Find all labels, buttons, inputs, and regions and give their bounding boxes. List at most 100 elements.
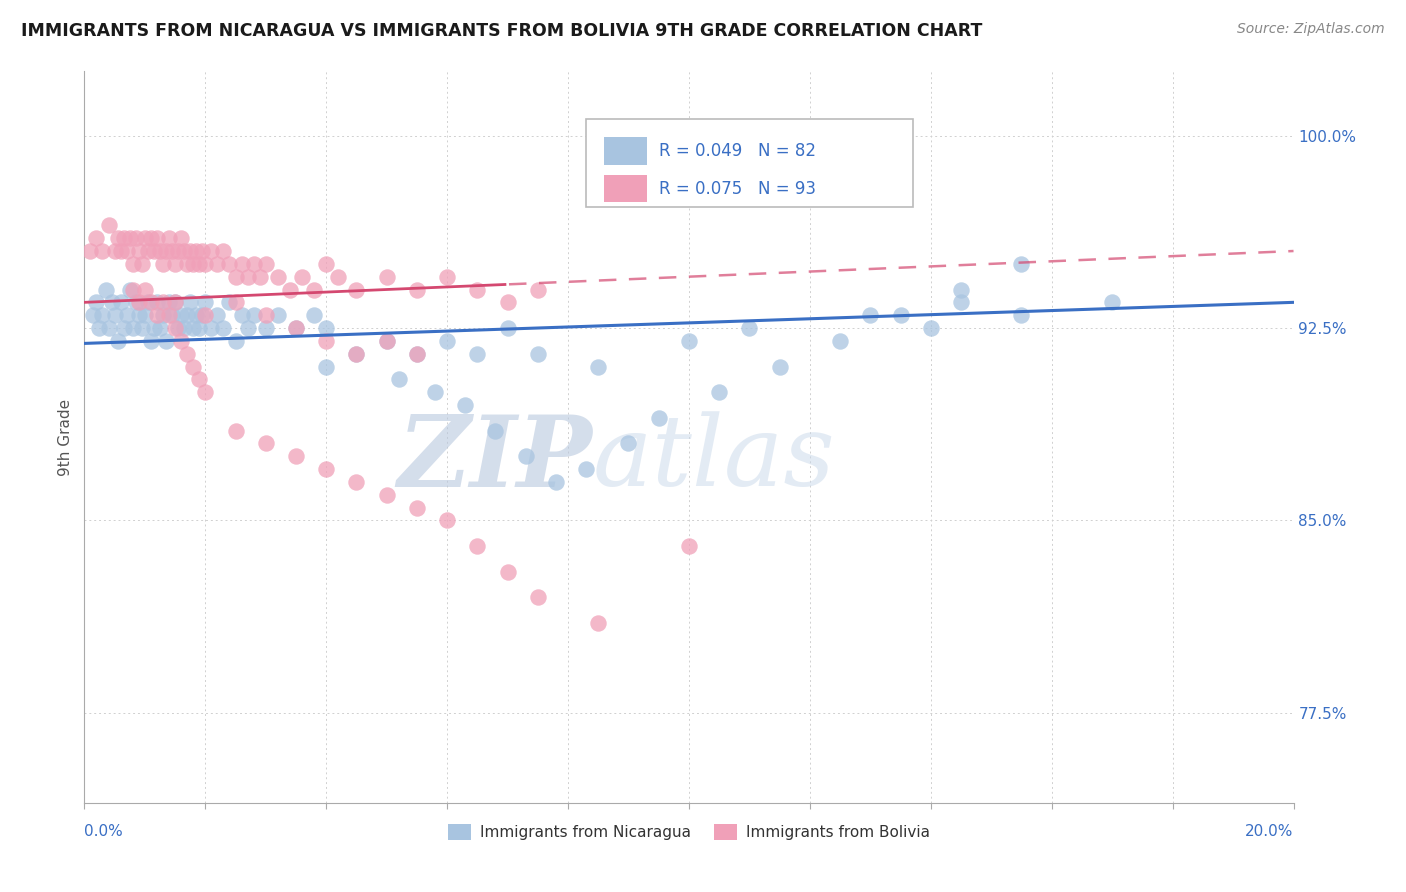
Point — [110, 295, 132, 310]
Point — [1101, 295, 1123, 310]
Point — [160, 308, 183, 322]
Point — [315, 462, 337, 476]
Point — [302, 283, 325, 297]
Point — [112, 231, 135, 245]
Point — [315, 359, 337, 374]
Point — [125, 295, 148, 310]
Point — [176, 308, 198, 322]
Point — [128, 308, 150, 322]
Point — [423, 385, 446, 400]
Point — [225, 269, 247, 284]
Point — [149, 244, 172, 258]
Point — [375, 269, 398, 284]
Point — [131, 257, 153, 271]
Point — [110, 244, 132, 258]
Point — [86, 295, 108, 310]
Point — [231, 308, 253, 322]
Point — [104, 244, 127, 258]
Point — [170, 308, 193, 322]
Point — [107, 231, 129, 245]
Text: R = 0.075   N = 93: R = 0.075 N = 93 — [659, 179, 815, 197]
Point — [890, 308, 912, 322]
Point — [104, 308, 127, 322]
Point — [346, 475, 368, 489]
Point — [588, 359, 610, 374]
Point — [484, 424, 506, 438]
Point — [207, 257, 229, 271]
Point — [167, 244, 190, 258]
Point — [467, 346, 489, 360]
Point — [200, 321, 222, 335]
Point — [176, 346, 198, 360]
Point — [515, 450, 537, 464]
Point — [191, 308, 214, 322]
Point — [302, 308, 325, 322]
Point — [212, 321, 235, 335]
Point — [242, 257, 264, 271]
Point — [254, 308, 277, 322]
Point — [315, 334, 337, 348]
Point — [709, 385, 731, 400]
Legend: Immigrants from Nicaragua, Immigrants from Bolivia: Immigrants from Nicaragua, Immigrants fr… — [441, 818, 936, 847]
Point — [115, 244, 138, 258]
Point — [152, 295, 174, 310]
Point — [157, 295, 180, 310]
Point — [115, 308, 138, 322]
Point — [97, 321, 120, 335]
Point — [436, 334, 458, 348]
Point — [278, 283, 301, 297]
Point — [236, 269, 259, 284]
Point — [188, 321, 211, 335]
Point — [249, 269, 271, 284]
Point — [454, 398, 477, 412]
Point — [648, 410, 671, 425]
Point — [94, 283, 117, 297]
Point — [136, 244, 159, 258]
Point — [285, 450, 308, 464]
Point — [100, 295, 122, 310]
Point — [406, 500, 429, 515]
Point — [575, 462, 598, 476]
Point — [527, 283, 550, 297]
Point — [406, 346, 429, 360]
Point — [79, 244, 101, 258]
Point — [267, 308, 290, 322]
Point — [186, 244, 208, 258]
Point — [254, 436, 277, 450]
Point — [167, 321, 190, 335]
Point — [121, 321, 143, 335]
Point — [225, 295, 247, 310]
Point — [142, 321, 165, 335]
Point — [225, 334, 247, 348]
Point — [212, 244, 235, 258]
Point — [194, 257, 217, 271]
FancyBboxPatch shape — [586, 119, 912, 207]
Point — [242, 308, 264, 322]
Text: R = 0.049   N = 82: R = 0.049 N = 82 — [659, 142, 815, 160]
Text: ZIP: ZIP — [398, 411, 592, 508]
Point — [181, 257, 204, 271]
Point — [142, 244, 165, 258]
Point — [170, 334, 193, 348]
Point — [436, 269, 458, 284]
Point — [181, 321, 204, 335]
Text: atlas: atlas — [592, 411, 835, 507]
Point — [136, 295, 159, 310]
Point — [97, 219, 120, 233]
Point — [218, 295, 240, 310]
Point — [82, 308, 104, 322]
Point — [146, 231, 169, 245]
Point — [254, 257, 277, 271]
Point — [149, 321, 172, 335]
Point — [118, 231, 141, 245]
Point — [406, 346, 429, 360]
Point — [830, 334, 852, 348]
Point — [267, 269, 290, 284]
Point — [134, 308, 156, 322]
Point — [146, 295, 169, 310]
Point — [738, 321, 761, 335]
Point — [139, 295, 162, 310]
Point — [173, 244, 195, 258]
Point — [315, 321, 337, 335]
Point — [769, 359, 792, 374]
